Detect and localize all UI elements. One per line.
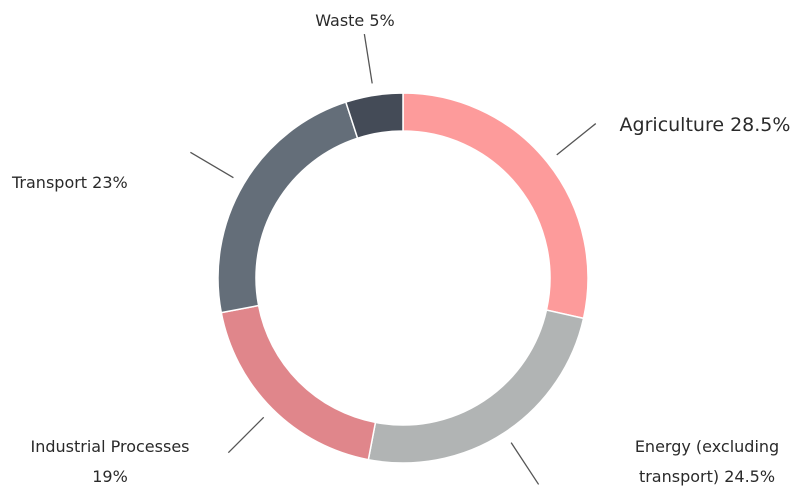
- category-label: Agriculture: [619, 114, 725, 136]
- leader-line: [556, 123, 597, 156]
- category-label: Waste: [315, 11, 365, 30]
- donut-segment: [402, 92, 589, 320]
- leader-line: [190, 151, 234, 179]
- category-label: Transport: [12, 173, 88, 192]
- category-label: Industrial Processes: [30, 437, 190, 456]
- donut-segment: [344, 92, 404, 140]
- category-label: Energy (excluding transport): [634, 437, 780, 486]
- leader-line: [510, 442, 540, 485]
- data-label: Energy (excluding transport) 24.5%: [612, 432, 802, 492]
- leader-line: [227, 416, 265, 454]
- leader-line: [363, 33, 373, 84]
- data-label: Agriculture 28.5%: [610, 110, 800, 140]
- value-label: 19%: [92, 467, 128, 486]
- value-label: 5%: [369, 11, 395, 30]
- donut-segment: [367, 309, 585, 464]
- data-label: Industrial Processes 19%: [20, 432, 200, 492]
- data-label: Transport 23%: [12, 168, 182, 198]
- value-label: 24.5%: [724, 467, 776, 486]
- value-label: 28.5%: [730, 114, 791, 136]
- value-label: 23%: [92, 173, 128, 192]
- donut-segment: [217, 101, 359, 314]
- data-label: Waste 5%: [290, 6, 420, 36]
